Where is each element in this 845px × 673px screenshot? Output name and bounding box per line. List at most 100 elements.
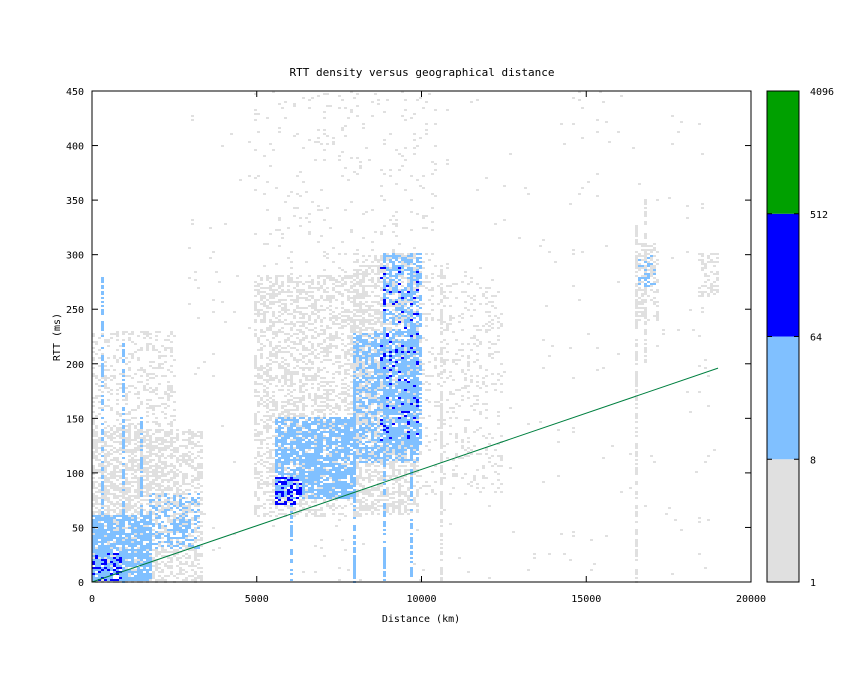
density-cell [167, 515, 170, 517]
density-cell [128, 501, 131, 503]
density-cell [95, 569, 98, 571]
density-cell [92, 575, 95, 577]
density-cell [362, 407, 365, 409]
density-cell [260, 277, 263, 279]
density-cell [176, 473, 179, 475]
density-cell [257, 483, 260, 485]
density-cell [287, 477, 290, 479]
density-cell [365, 293, 368, 295]
density-cell [107, 505, 110, 507]
density-cell [134, 489, 137, 491]
density-cell [185, 519, 188, 521]
density-cell [305, 297, 308, 299]
density-cell [278, 479, 281, 481]
density-cell [173, 467, 176, 469]
density-cell [368, 465, 371, 467]
density-cell [257, 395, 260, 397]
density-cell [254, 463, 257, 465]
density-cell [341, 497, 344, 499]
density-cell [152, 445, 155, 447]
density-cell [323, 515, 326, 517]
density-cell [320, 471, 323, 473]
density-cell [302, 503, 305, 505]
density-cell [164, 473, 167, 475]
density-cell [170, 559, 173, 561]
density-cell [110, 483, 113, 485]
density-cell [302, 427, 305, 429]
density-cell [110, 545, 113, 547]
density-cell [191, 441, 194, 443]
density-cell [272, 391, 275, 393]
density-cell [302, 439, 305, 441]
density-cell [350, 445, 353, 447]
density-cell [140, 441, 143, 443]
density-cell [353, 513, 356, 515]
density-cell [185, 515, 188, 517]
density-cell [341, 449, 344, 451]
density-cell [113, 523, 116, 525]
density-cell [107, 425, 110, 427]
density-cell [92, 359, 95, 361]
density-cell [134, 575, 137, 577]
density-cell [374, 469, 377, 471]
density-cell [281, 385, 284, 387]
density-cell [320, 351, 323, 353]
density-cell [152, 471, 155, 473]
density-cell [356, 493, 359, 495]
density-cell [341, 393, 344, 395]
density-cell [287, 363, 290, 365]
density-cell [329, 437, 332, 439]
density-cell [299, 445, 302, 447]
density-cell [146, 543, 149, 545]
density-cell [131, 515, 134, 517]
density-cell [347, 395, 350, 397]
density-cell [368, 307, 371, 309]
density-cell [128, 509, 131, 511]
density-cell [173, 575, 176, 577]
density-cell [380, 297, 383, 299]
density-cell [374, 389, 377, 391]
density-cell [131, 561, 134, 563]
density-cell [278, 467, 281, 469]
density-cell [359, 433, 362, 435]
density-cell [305, 375, 308, 377]
density-cell [146, 343, 149, 345]
density-cell [179, 509, 182, 511]
density-cell [341, 321, 344, 323]
density-cell [119, 531, 122, 533]
density-cell [113, 437, 116, 439]
density-cell [302, 339, 305, 341]
density-cell [299, 379, 302, 381]
density-cell [281, 495, 284, 497]
density-cell [302, 397, 305, 399]
density-cell [335, 285, 338, 287]
density-cell [116, 567, 119, 569]
density-cell [137, 349, 140, 351]
density-cell [368, 371, 371, 373]
density-cell [164, 501, 167, 503]
density-cell [365, 273, 368, 275]
density-cell [158, 467, 161, 469]
density-cell [275, 421, 278, 423]
density-cell [359, 421, 362, 423]
density-cell [137, 571, 140, 573]
density-cell [356, 433, 359, 435]
density-cell [179, 501, 182, 503]
density-cell [299, 433, 302, 435]
density-cell [359, 379, 362, 381]
density-cell [356, 373, 359, 375]
density-cell [155, 561, 158, 563]
density-cell [155, 471, 158, 473]
density-cell [371, 429, 374, 431]
density-cell [137, 397, 140, 399]
density-cell [164, 515, 167, 517]
density-cell [125, 543, 128, 545]
density-cell [260, 349, 263, 351]
density-cell [335, 463, 338, 465]
density-cell [356, 419, 359, 421]
density-cell [266, 393, 269, 395]
density-cell [113, 571, 116, 573]
density-cell [293, 501, 296, 503]
density-cell [176, 507, 179, 509]
density-cell [305, 299, 308, 301]
